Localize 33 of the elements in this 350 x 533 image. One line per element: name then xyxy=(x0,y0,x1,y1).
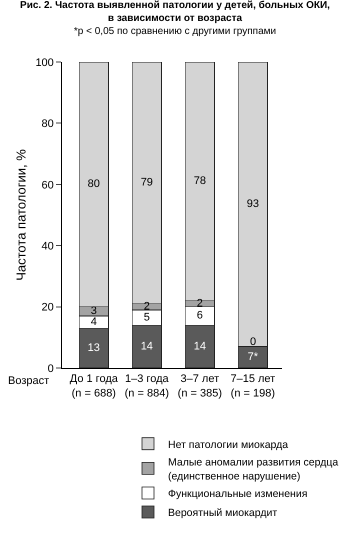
x-tick-label: 1–3 года (n = 884) xyxy=(124,373,170,400)
data-label: 79 xyxy=(140,176,153,189)
data-label: 2 xyxy=(144,300,150,313)
data-label: 80 xyxy=(88,178,100,190)
data-label: 13 xyxy=(88,342,100,354)
data-label: 5 xyxy=(144,311,150,324)
legend-label: Нет патологии миокарда xyxy=(168,438,288,451)
x-tick-label: 7–15 лет (n = 198) xyxy=(230,373,276,400)
y-tick-label: 80 xyxy=(42,118,54,130)
y-tick-label: 100 xyxy=(35,56,54,69)
chart-subtitle: *p < 0,05 по сравнению с другими группами xyxy=(74,26,276,37)
legend-label: Малые аномалии развития сердца (единственное нарушение) xyxy=(168,456,338,482)
y-tick-label: 0 xyxy=(48,362,54,375)
x-tick-label: До 1 года (n = 688) xyxy=(70,373,119,400)
y-tick-label: 60 xyxy=(42,179,54,192)
data-label: 93 xyxy=(246,198,259,210)
y-axis-title: Частота патологии, % xyxy=(13,148,28,281)
y-tick-label: 40 xyxy=(42,240,54,252)
legend-label: Вероятный миокардит xyxy=(168,507,278,520)
legend-label: Функциональные изменения xyxy=(168,488,308,500)
text: Возраст xyxy=(8,375,50,387)
data-label: 2 xyxy=(196,297,203,310)
data-label: 3 xyxy=(90,305,97,318)
data-label: 7* xyxy=(248,351,259,364)
annotation: 0 xyxy=(250,336,256,348)
data-label: 6 xyxy=(196,310,203,322)
data-label: 14 xyxy=(140,340,153,352)
data-label: 4 xyxy=(90,316,97,328)
data-label: 78 xyxy=(194,175,206,188)
x-tick-label: 3–7 лет (n = 385) xyxy=(178,373,222,400)
chart-title: Рис. 2. Частота выявленной патологии у детей, больных ОКИ, в зависимости от возраста xyxy=(20,0,330,24)
data-label: 14 xyxy=(194,340,206,352)
y-tick-label: 20 xyxy=(42,302,54,314)
